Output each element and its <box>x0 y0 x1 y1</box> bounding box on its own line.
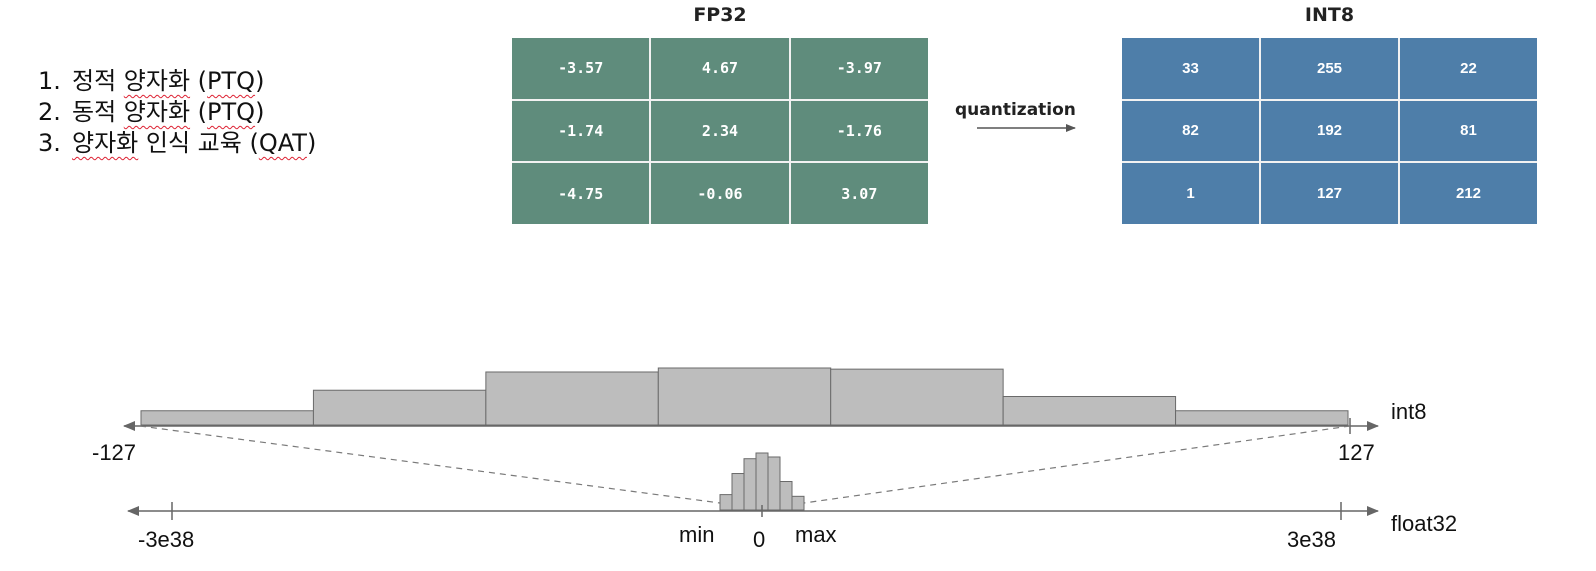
int8-cell: 81 <box>1400 100 1537 162</box>
int8-histogram-bar <box>485 371 659 426</box>
int8-cell: 127 <box>1261 163 1398 224</box>
float32-histogram-bar <box>779 481 793 511</box>
int8-cell: 22 <box>1400 38 1537 99</box>
float32-range-min-label: min <box>679 522 714 547</box>
float32-min-label: -3e38 <box>138 527 194 552</box>
int8-histogram <box>140 367 1349 426</box>
int8-cell: 1 <box>1122 163 1259 224</box>
int8-histogram-bar <box>1175 410 1349 426</box>
int8-axis-name: int8 <box>1391 399 1426 424</box>
fp32-cell: -1.76 <box>790 100 928 162</box>
fp32-title: FP32 <box>693 4 747 26</box>
float32-histogram-bar <box>791 495 805 511</box>
int8-cell: 33 <box>1122 38 1259 99</box>
fp32-cell: -4.75 <box>512 163 650 224</box>
fp32-cell: -3.57 <box>512 38 650 99</box>
float32-histogram-bar <box>767 456 781 511</box>
float32-max-label: 3e38 <box>1287 527 1336 552</box>
method-item: 1. 정적 양자화 (PTQ) <box>38 67 265 95</box>
method-item: 3. 양자화 인식 교육 (QAT) <box>38 129 317 157</box>
int8-histogram-bar <box>657 367 832 426</box>
int8-min-label: -127 <box>92 440 136 465</box>
int8-max-label: 127 <box>1338 440 1375 465</box>
int8-matrix: 33 255 22 82 192 81 1 127 212 <box>1122 38 1537 224</box>
float32-axis-name: float32 <box>1391 511 1457 536</box>
float32-zero-label: 0 <box>753 527 765 552</box>
fp32-cell: -1.74 <box>512 100 650 162</box>
float32-histogram <box>719 452 805 511</box>
int8-cell: 212 <box>1400 163 1537 224</box>
int8-cell: 82 <box>1122 100 1259 162</box>
fp32-cell: 4.67 <box>651 38 789 99</box>
int8-histogram-bar <box>1002 396 1177 426</box>
int8-title: INT8 <box>1304 4 1355 26</box>
int8-histogram-bar <box>312 389 487 426</box>
float32-histogram-bar <box>719 494 733 511</box>
fp32-cell: 2.34 <box>651 100 789 162</box>
float32-histogram-bar <box>743 458 757 511</box>
int8-cell: 255 <box>1261 38 1398 99</box>
fp32-cell: 3.07 <box>790 163 928 224</box>
fp32-matrix: -3.57 4.67 -3.97 -1.74 2.34 -1.76 -4.75 … <box>512 38 928 224</box>
fp32-cell: -3.97 <box>790 38 928 99</box>
quantization-methods-list: 1. 정적 양자화 (PTQ) 2. 동적 양자화 (PTQ) 3. 양자화 인식 교… <box>38 66 316 159</box>
int8-cell: 192 <box>1261 100 1398 162</box>
int8-histogram-bar <box>830 368 1004 426</box>
float32-histogram-bar <box>755 452 769 511</box>
float32-histogram-bar <box>731 473 745 511</box>
int8-histogram-bar <box>140 410 314 426</box>
quantization-label: quantization <box>955 100 1076 120</box>
method-item: 2. 동적 양자화 (PTQ) <box>38 98 265 126</box>
fp32-cell: -0.06 <box>651 163 789 224</box>
float32-range-max-label: max <box>795 522 837 547</box>
mapping-line-left <box>139 425 721 504</box>
mapping-line-right <box>803 425 1351 504</box>
